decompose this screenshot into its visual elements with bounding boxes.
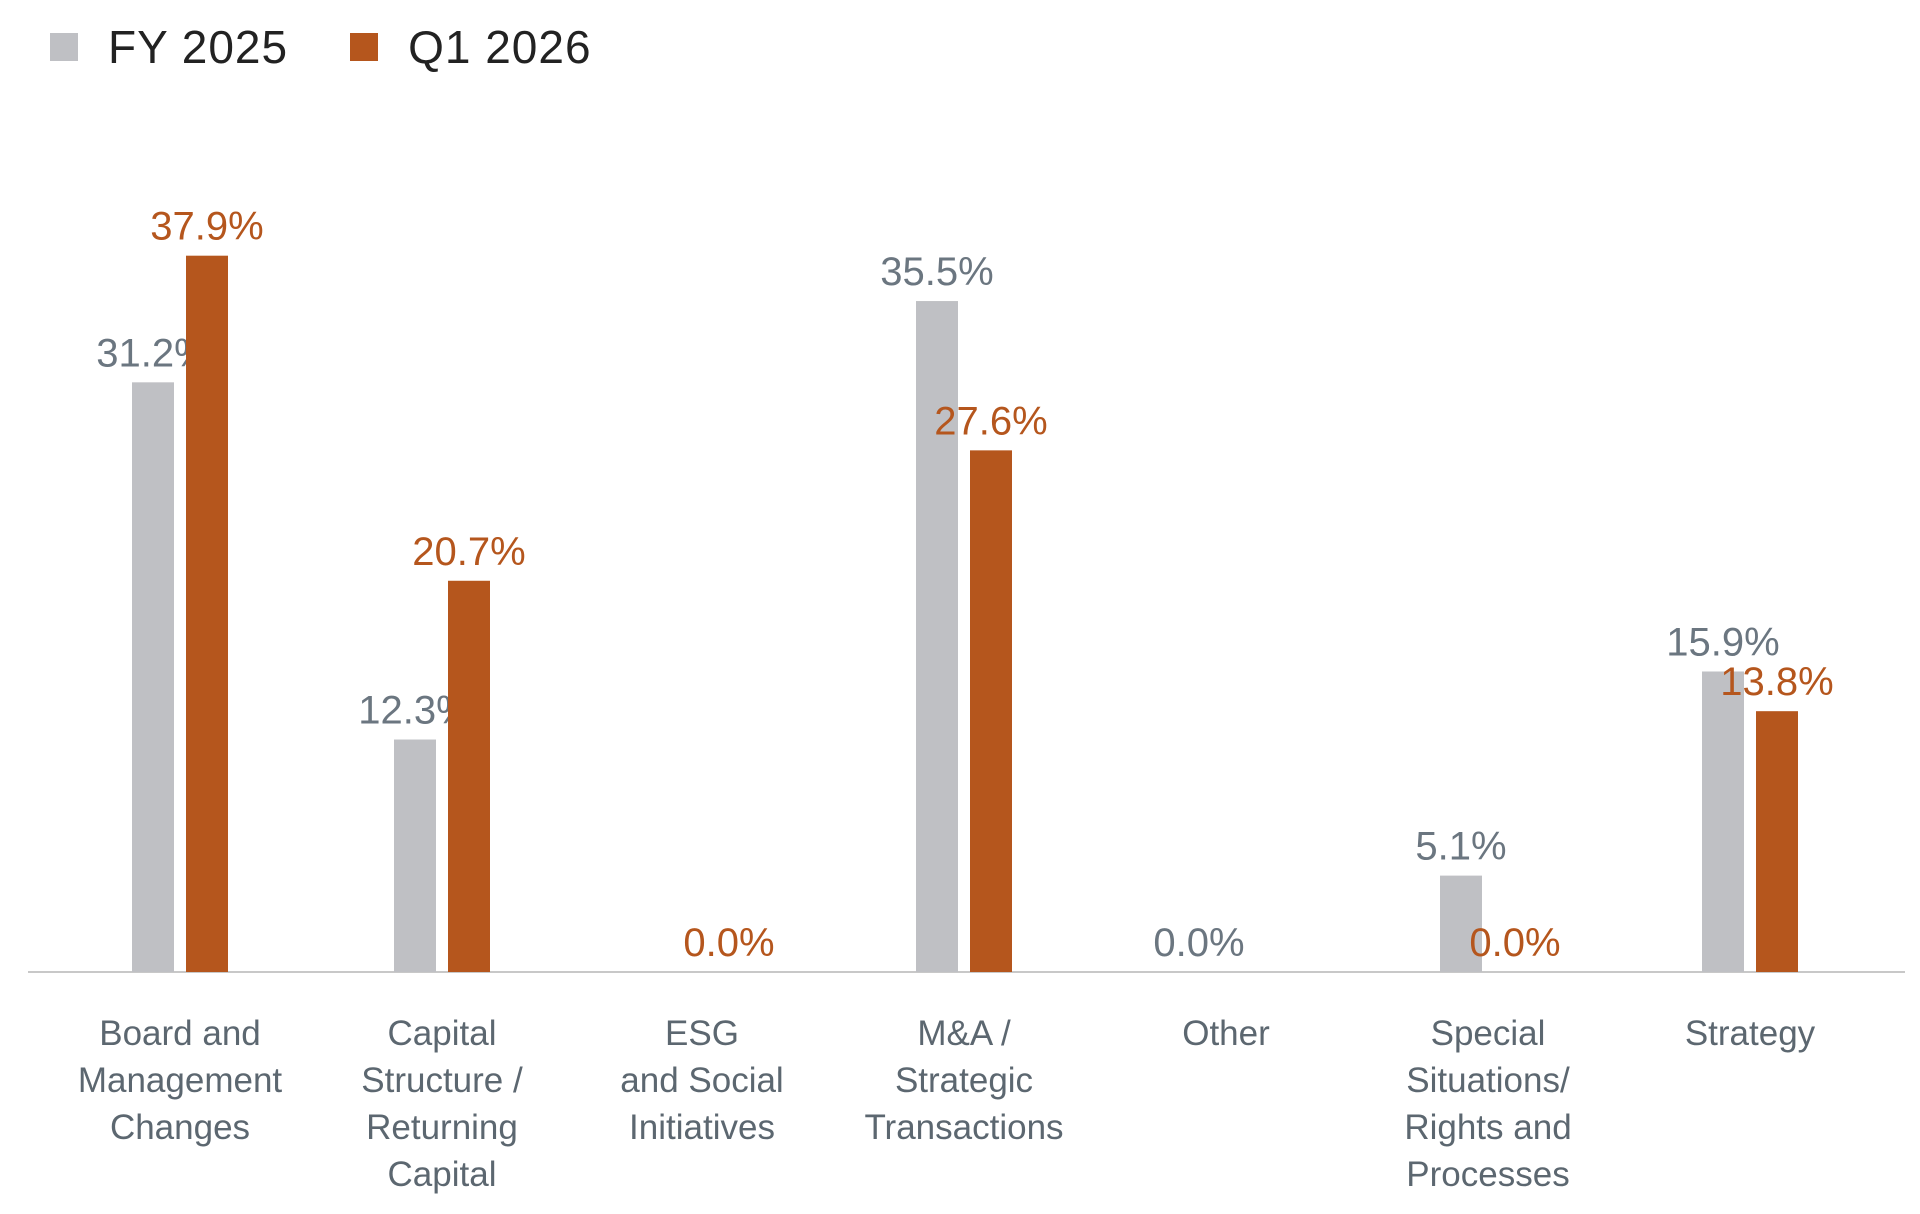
legend: FY 2025 Q1 2026	[50, 20, 654, 74]
value-label-fy2025-5: 5.1%	[1415, 825, 1506, 869]
value-label-q12026-3: 27.6%	[934, 399, 1047, 443]
legend-swatch-q12026	[350, 33, 379, 61]
value-label-fy2025-3: 35.5%	[880, 250, 993, 294]
value-label-q12026-0: 37.9%	[150, 205, 263, 249]
bar-fy2025-3	[916, 301, 958, 972]
value-label-q12026-5: 0.0%	[1469, 921, 1560, 965]
value-label-q12026-6: 13.8%	[1720, 660, 1833, 704]
legend-item-q12026: Q1 2026	[350, 20, 591, 74]
bar-q12026-6	[1756, 711, 1798, 972]
category-label-3-line-0: M&A /	[917, 1014, 1011, 1053]
value-label-q12026-2: 0.0%	[683, 921, 774, 965]
category-label-3-line-2: Transactions	[864, 1108, 1063, 1147]
category-label-5-line-3: Processes	[1406, 1155, 1569, 1194]
bar-fy2025-1	[394, 739, 436, 972]
category-label-4-line-0: Other	[1182, 1014, 1270, 1053]
category-label-0-line-2: Changes	[110, 1108, 250, 1147]
legend-swatch-fy2025	[50, 33, 78, 61]
legend-label-q12026: Q1 2026	[408, 21, 592, 73]
category-label-3-line-1: Strategic	[895, 1061, 1033, 1100]
category-label-6-line-0: Strategy	[1685, 1014, 1816, 1053]
category-label-5-line-0: Special	[1431, 1014, 1546, 1053]
legend-item-fy2025: FY 2025	[50, 20, 288, 74]
bar-fy2025-0	[132, 382, 174, 972]
value-label-q12026-1: 20.7%	[412, 530, 525, 574]
category-label-5-line-2: Rights and	[1404, 1108, 1571, 1147]
category-label-1-line-1: Structure /	[361, 1061, 523, 1100]
bar-fy2025-5	[1440, 875, 1482, 972]
category-label-0-line-1: Management	[78, 1061, 283, 1100]
category-label-1-line-0: Capital	[388, 1014, 497, 1053]
value-label-fy2025-4: 0.0%	[1153, 921, 1244, 965]
category-label-2-line-0: ESG	[665, 1014, 739, 1053]
bar-q12026-3	[970, 450, 1012, 972]
bar-q12026-1	[448, 580, 490, 972]
category-label-1-line-2: Returning	[366, 1108, 518, 1147]
legend-label-fy2025: FY 2025	[108, 21, 289, 73]
bar-q12026-0	[186, 255, 228, 972]
category-label-5-line-1: Situations/	[1406, 1061, 1570, 1100]
value-label-fy2025-6: 15.9%	[1666, 620, 1779, 664]
category-label-2-line-2: Initiatives	[629, 1108, 775, 1147]
category-label-1-line-3: Capital	[388, 1155, 497, 1194]
category-label-2-line-1: and Social	[620, 1061, 783, 1100]
category-label-0-line-0: Board and	[99, 1014, 261, 1053]
bar-fy2025-6	[1702, 671, 1744, 972]
